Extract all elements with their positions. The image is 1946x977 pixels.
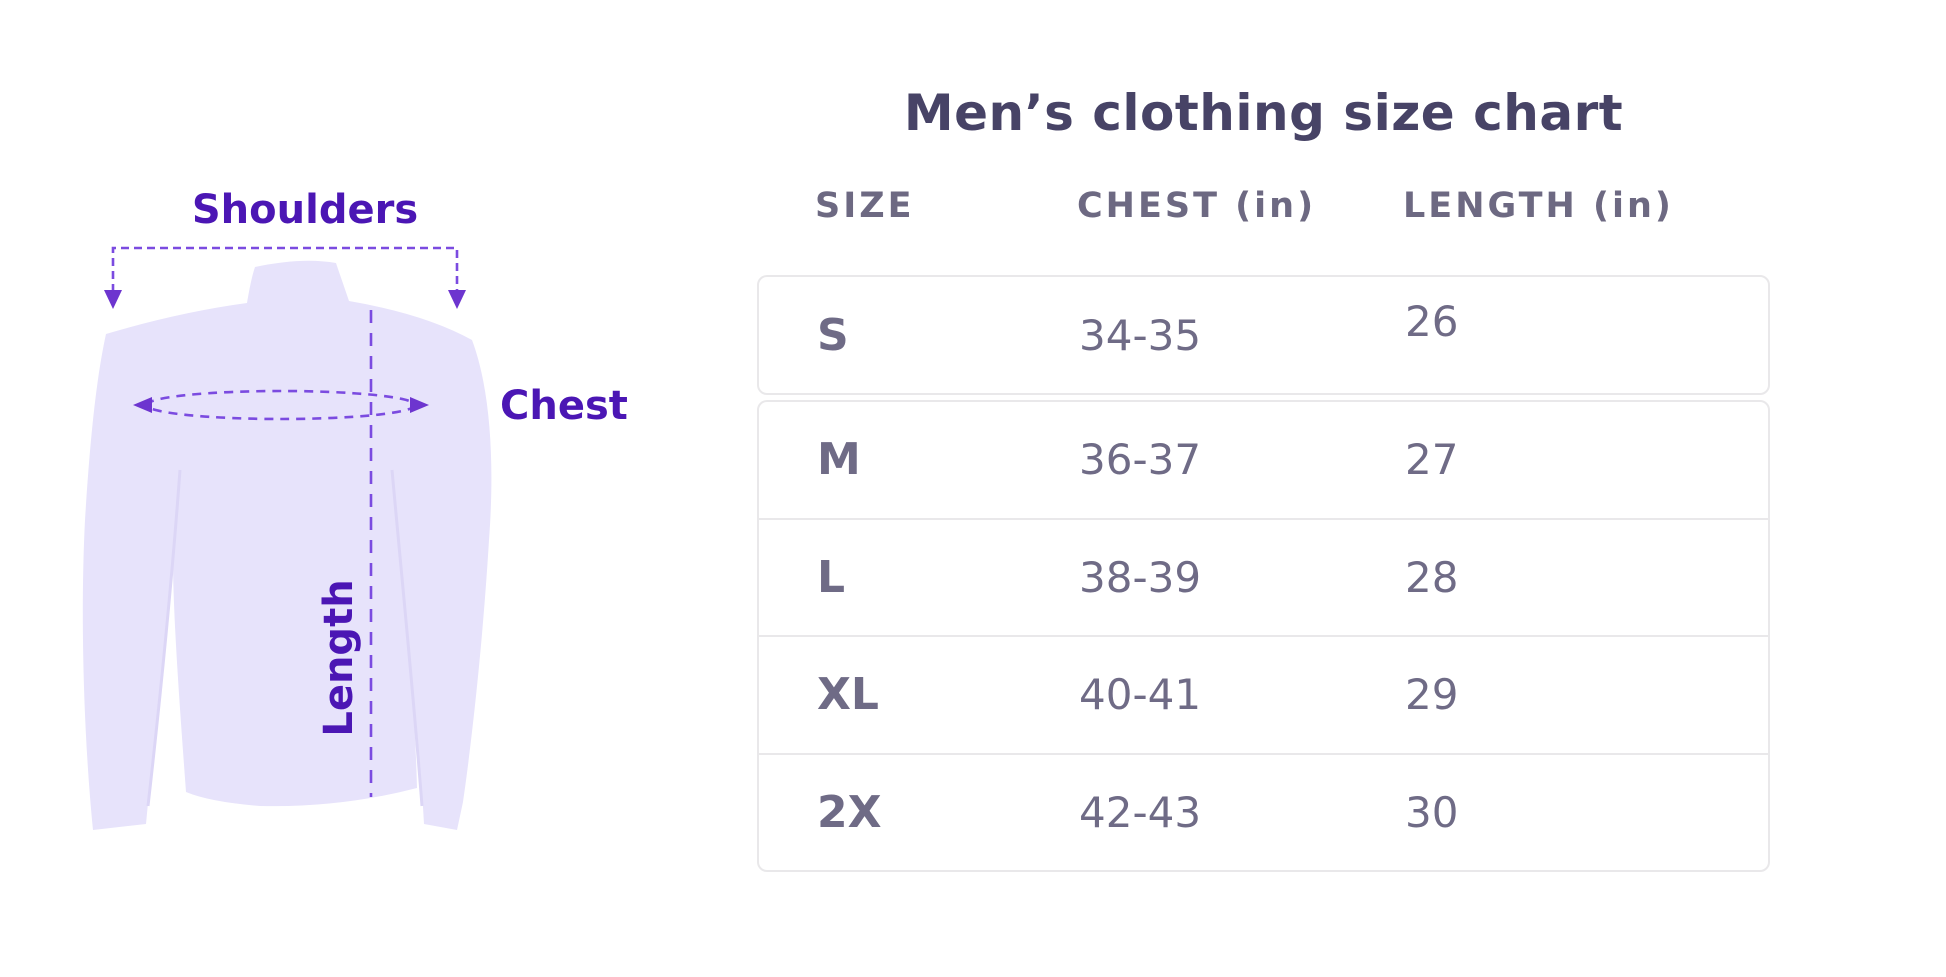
sleeve-crease-right (390, 469, 424, 807)
shoulder-arrow-right-icon (448, 290, 466, 309)
table-row: L 38-39 28 (759, 517, 1768, 636)
shoulder-arrow-left-icon (104, 290, 122, 309)
size-row-card-s: S 34-35 26 (757, 275, 1770, 395)
table-header-row: SIZE CHEST (in) LENGTH (in) (757, 186, 1770, 226)
table-row: M 36-37 27 (759, 402, 1768, 518)
chest-cell: 36-37 (1079, 435, 1202, 485)
table-row: XL 40-41 29 (759, 635, 1768, 753)
page-title: Men’s clothing size chart (903, 84, 1624, 142)
shirt-graphic (82, 260, 492, 830)
shoulders-label: Shoulders (192, 187, 418, 233)
shirt-measurement-illustration: Shoulders Chest Length (82, 187, 628, 830)
chest-cell: 38-39 (1079, 552, 1202, 602)
chest-cell: 40-41 (1079, 670, 1202, 720)
sleeve-crease-left (146, 469, 182, 807)
size-cell: M (817, 434, 861, 486)
length-cell: 28 (1405, 552, 1459, 602)
chest-cell: 34-35 (1079, 310, 1202, 360)
size-cell: 2X (817, 786, 882, 838)
length-cell: 27 (1405, 435, 1459, 485)
length-label: Length (316, 579, 362, 736)
size-rows-card: M 36-37 27 L 38-39 28 XL 40-41 29 2X 42-… (757, 400, 1770, 872)
size-cell: L (817, 551, 846, 603)
table-row: 2X 42-43 30 (759, 752, 1768, 871)
shoulders-bracket (111, 246, 459, 292)
chest-cell: 42-43 (1079, 787, 1202, 837)
chest-arrow-left-icon (133, 397, 152, 413)
column-header-chest: CHEST (in) (1077, 186, 1317, 226)
column-header-size: SIZE (815, 186, 915, 226)
length-cell: 29 (1405, 670, 1459, 720)
length-cell: 26 (1405, 296, 1459, 346)
length-cell: 30 (1405, 787, 1459, 837)
size-cell: XL (817, 669, 879, 721)
chest-arrow-right-icon (410, 397, 429, 413)
size-cell: S (817, 309, 849, 361)
table-row: S 34-35 26 (759, 277, 1768, 393)
column-header-length: LENGTH (in) (1403, 186, 1674, 226)
chest-label: Chest (500, 383, 628, 429)
